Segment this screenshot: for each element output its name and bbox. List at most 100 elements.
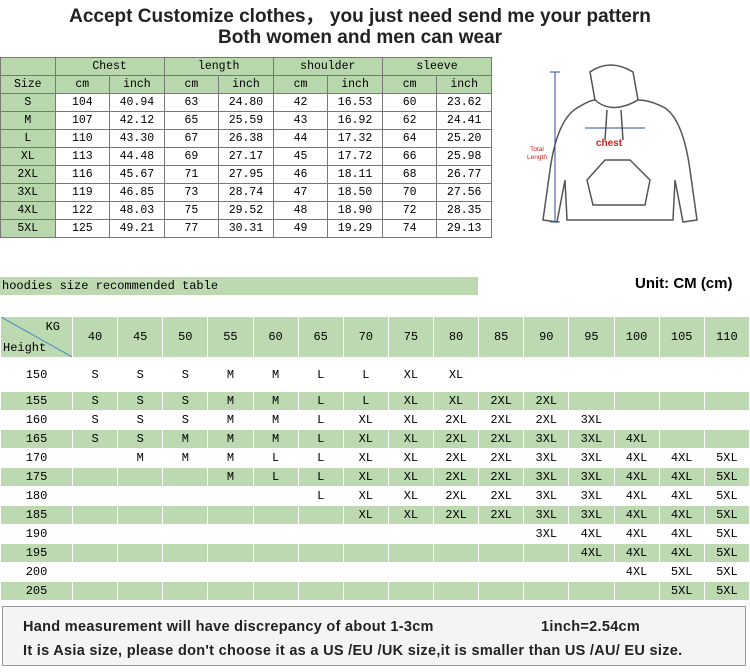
cell: 45	[272, 147, 329, 166]
size-cell	[207, 486, 254, 506]
cell: 68	[381, 165, 438, 184]
height-cell: 200	[0, 562, 73, 582]
weight-header: 60	[252, 316, 299, 358]
footer-conversion: 1inch=2.54cm	[541, 619, 641, 635]
size-cell	[342, 562, 389, 582]
kg-label: KG	[45, 320, 60, 334]
cell: 48	[272, 201, 329, 220]
size-row: L 110 43.30 67 26.38 44 17.32 64 25.20	[0, 129, 492, 148]
size-cell: 5XL	[703, 467, 750, 487]
column-header: inch	[218, 75, 274, 94]
size-cell: 5XL	[703, 524, 750, 544]
weight-header: 75	[387, 316, 435, 358]
size-cell	[162, 581, 209, 601]
size-row: 205 5XL 5XL	[0, 581, 750, 601]
size-cell	[162, 562, 209, 582]
height-cell: 195	[0, 543, 73, 563]
size-cell: S	[117, 391, 164, 411]
size-cell: M	[117, 448, 164, 468]
cell: 27.95	[218, 165, 274, 184]
size-cell: 5XL	[703, 562, 750, 582]
size-cell	[117, 486, 164, 506]
size-cell: L	[252, 448, 299, 468]
size-cell	[252, 581, 299, 601]
size-cell: L	[342, 357, 389, 392]
size-cell: L	[297, 486, 344, 506]
size-cell: S	[162, 391, 209, 411]
size-cell: 4XL	[0, 201, 56, 220]
size-cell: L	[297, 429, 344, 449]
cell: 69	[163, 147, 220, 166]
size-cell: L	[297, 448, 344, 468]
cell: 42.12	[109, 111, 165, 130]
size-cell	[387, 562, 435, 582]
column-header: cm	[381, 75, 438, 94]
cell: 43	[272, 111, 329, 130]
height-cell: 180	[0, 486, 73, 506]
size-cell: 3XL	[568, 486, 615, 506]
size-cell	[387, 524, 435, 544]
group-header: sleeve	[381, 57, 493, 76]
cell: 17.32	[327, 129, 383, 148]
size-cell: 2XL	[478, 467, 525, 487]
size-cell: M	[0, 111, 56, 130]
size-cell	[478, 524, 525, 544]
cell: 70	[381, 183, 438, 202]
size-cell: M	[207, 391, 254, 411]
size-cell: XL	[387, 486, 435, 506]
footer: Hand measurement will have discrepancy o…	[2, 606, 746, 666]
size-cell: M	[162, 448, 209, 468]
cell: 73	[163, 183, 220, 202]
column-header: inch	[109, 75, 165, 94]
size-cell	[71, 467, 119, 487]
size-cell: 5XL	[703, 543, 750, 563]
size-cell: 2XL	[478, 410, 525, 430]
size-cell: M	[207, 467, 254, 487]
size-cell: XL	[0, 147, 56, 166]
size-cell: 5XL	[703, 505, 750, 525]
cell: 44	[272, 129, 329, 148]
size-cell	[523, 562, 570, 582]
cell: 104	[54, 93, 111, 112]
size-row: 200 4XL 5XL 5XL	[0, 562, 750, 582]
size-cell: 5XL	[703, 448, 750, 468]
size-cell: 4XL	[613, 467, 660, 487]
cell: 48.03	[109, 201, 165, 220]
size-cell	[252, 486, 299, 506]
cell: 30.31	[218, 219, 274, 238]
size-cell: 2XL	[523, 391, 570, 411]
size-row: 2XL 116 45.67 71 27.95 46 18.11 68 26.77	[0, 165, 492, 184]
size-cell: S	[162, 357, 209, 392]
size-cell: 5XL	[658, 581, 705, 601]
size-cell: S	[117, 410, 164, 430]
cell: 45.67	[109, 165, 165, 184]
size-cell	[613, 410, 660, 430]
cell: 23.62	[436, 93, 492, 112]
cell: 64	[381, 129, 438, 148]
cell: 49.21	[109, 219, 165, 238]
size-cell: 2XL	[432, 486, 480, 506]
size-cell	[117, 581, 164, 601]
length-label: Total Length	[527, 146, 547, 161]
size-cell: 2XL	[523, 410, 570, 430]
cell: 19.29	[327, 219, 383, 238]
size-row: XL 113 44.48 69 27.17 45 17.72 66 25.98	[0, 147, 492, 166]
size-cell	[613, 581, 660, 601]
size-cell: XL	[342, 410, 389, 430]
weight-header: 65	[297, 316, 344, 358]
size-row: 180 L XL XL 2XL 2XL 3XL 3XL 4XL 4XL 5XL	[0, 486, 750, 506]
size-cell: S	[71, 410, 119, 430]
size-cell	[658, 357, 705, 392]
cell: 75	[163, 201, 220, 220]
height-cell: 165	[0, 429, 73, 449]
size-cell	[71, 524, 119, 544]
cell: 71	[163, 165, 220, 184]
header-line: Accept Customize clothes， you just need …	[69, 6, 651, 27]
size-cell: 4XL	[658, 448, 705, 468]
size-cell: M	[207, 410, 254, 430]
size-cell: XL	[387, 467, 435, 487]
size-cell: 3XL	[568, 429, 615, 449]
size-cell	[207, 543, 254, 563]
size-cell: 2XL	[432, 410, 480, 430]
size-cell: S	[71, 429, 119, 449]
